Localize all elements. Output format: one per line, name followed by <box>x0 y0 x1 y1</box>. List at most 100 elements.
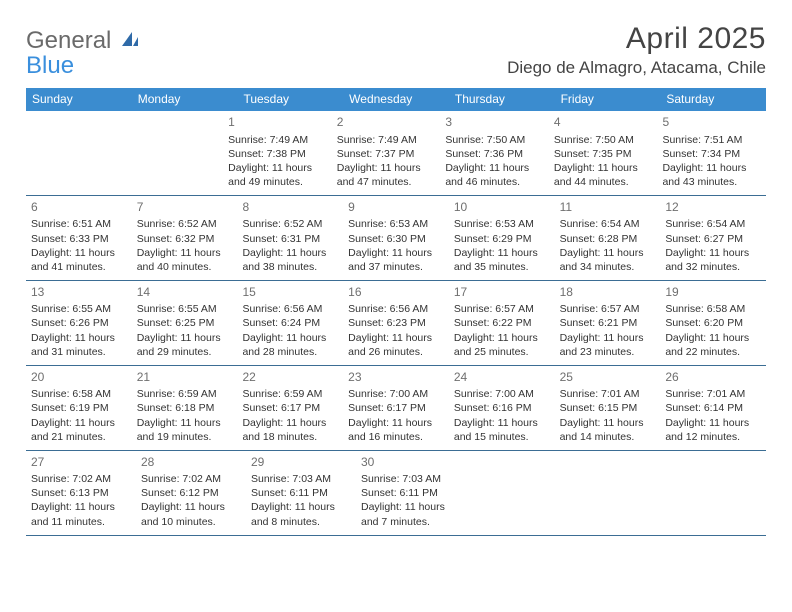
day-d2: and 26 minutes. <box>348 345 444 359</box>
day-cell: 10Sunrise: 6:53 AMSunset: 6:29 PMDayligh… <box>449 196 555 280</box>
day-data: Sunrise: 7:01 AMSunset: 6:15 PMDaylight:… <box>560 387 656 444</box>
day-d2: and 44 minutes. <box>554 175 653 189</box>
dow-saturday: Saturday <box>660 88 766 111</box>
day-d1: Daylight: 11 hours <box>141 500 241 514</box>
day-data: Sunrise: 6:55 AMSunset: 6:26 PMDaylight:… <box>31 302 127 359</box>
day-ss: Sunset: 6:18 PM <box>137 401 233 415</box>
day-sr: Sunrise: 6:54 AM <box>665 217 761 231</box>
day-d1: Daylight: 11 hours <box>348 246 444 260</box>
day-ss: Sunset: 6:33 PM <box>31 232 127 246</box>
day-sr: Sunrise: 7:02 AM <box>31 472 131 486</box>
day-data: Sunrise: 6:59 AMSunset: 6:17 PMDaylight:… <box>242 387 338 444</box>
day-d1: Daylight: 11 hours <box>251 500 351 514</box>
day-d2: and 32 minutes. <box>665 260 761 274</box>
day-d1: Daylight: 11 hours <box>665 331 761 345</box>
day-sr: Sunrise: 6:51 AM <box>31 217 127 231</box>
day-sr: Sunrise: 6:58 AM <box>665 302 761 316</box>
day-cell: 26Sunrise: 7:01 AMSunset: 6:14 PMDayligh… <box>660 366 766 450</box>
day-d1: Daylight: 11 hours <box>454 246 550 260</box>
dow-monday: Monday <box>132 88 238 111</box>
day-data: Sunrise: 7:02 AMSunset: 6:12 PMDaylight:… <box>141 472 241 529</box>
day-data: Sunrise: 7:00 AMSunset: 6:17 PMDaylight:… <box>348 387 444 444</box>
day-ss: Sunset: 7:36 PM <box>445 147 544 161</box>
day-cell: 6Sunrise: 6:51 AMSunset: 6:33 PMDaylight… <box>26 196 132 280</box>
day-d1: Daylight: 11 hours <box>137 246 233 260</box>
day-sr: Sunrise: 6:54 AM <box>560 217 656 231</box>
day-d1: Daylight: 11 hours <box>31 416 127 430</box>
day-d1: Daylight: 11 hours <box>228 161 327 175</box>
day-d1: Daylight: 11 hours <box>137 331 233 345</box>
day-sr: Sunrise: 6:56 AM <box>242 302 338 316</box>
title-block: April 2025 Diego de Almagro, Atacama, Ch… <box>507 22 766 78</box>
day-ss: Sunset: 6:16 PM <box>454 401 550 415</box>
brand-text: General Blue <box>26 28 140 78</box>
day-sr: Sunrise: 7:00 AM <box>348 387 444 401</box>
day-sr: Sunrise: 7:51 AM <box>662 133 761 147</box>
day-number: 9 <box>348 199 444 215</box>
day-d1: Daylight: 11 hours <box>31 331 127 345</box>
day-cell: 5Sunrise: 7:51 AMSunset: 7:34 PMDaylight… <box>657 111 766 195</box>
day-data: Sunrise: 6:57 AMSunset: 6:21 PMDaylight:… <box>560 302 656 359</box>
day-cell: 21Sunrise: 6:59 AMSunset: 6:18 PMDayligh… <box>132 366 238 450</box>
day-number: 27 <box>31 454 131 470</box>
day-ss: Sunset: 6:12 PM <box>141 486 241 500</box>
day-d1: Daylight: 11 hours <box>665 246 761 260</box>
day-data: Sunrise: 7:51 AMSunset: 7:34 PMDaylight:… <box>662 133 761 190</box>
day-number: 28 <box>141 454 241 470</box>
day-d2: and 28 minutes. <box>242 345 338 359</box>
day-number: 23 <box>348 369 444 385</box>
day-data: Sunrise: 7:50 AMSunset: 7:35 PMDaylight:… <box>554 133 653 190</box>
day-data: Sunrise: 7:49 AMSunset: 7:37 PMDaylight:… <box>337 133 436 190</box>
day-cell: 25 Sunrise: 7:01 AMSunset: 6:15 PMDayligh… <box>555 366 661 450</box>
day-sr: Sunrise: 6:55 AM <box>31 302 127 316</box>
day-sr: Sunrise: 6:59 AM <box>137 387 233 401</box>
day-d1: Daylight: 11 hours <box>662 161 761 175</box>
month-title: April 2025 <box>507 22 766 56</box>
day-data: Sunrise: 7:50 AMSunset: 7:36 PMDaylight:… <box>445 133 544 190</box>
day-cell: 15Sunrise: 6:56 AMSunset: 6:24 PMDayligh… <box>237 281 343 365</box>
empty-cell <box>125 111 224 195</box>
brand-logo: General Blue <box>26 28 140 78</box>
empty-cell <box>26 111 125 195</box>
day-data: Sunrise: 6:54 AMSunset: 6:28 PMDaylight:… <box>560 217 656 274</box>
day-d1: Daylight: 11 hours <box>560 416 656 430</box>
day-cell: 11Sunrise: 6:54 AMSunset: 6:28 PMDayligh… <box>555 196 661 280</box>
day-number: 25 <box>560 369 656 385</box>
dow-header: Sunday Monday Tuesday Wednesday Thursday… <box>26 88 766 111</box>
day-sr: Sunrise: 6:53 AM <box>348 217 444 231</box>
location: Diego de Almagro, Atacama, Chile <box>507 58 766 78</box>
day-d2: and 40 minutes. <box>137 260 233 274</box>
day-d1: Daylight: 11 hours <box>665 416 761 430</box>
day-d2: and 23 minutes. <box>560 345 656 359</box>
day-ss: Sunset: 7:38 PM <box>228 147 327 161</box>
day-number: 17 <box>454 284 550 300</box>
week-row: 20 Sunrise: 6:58 AMSunset: 6:19 PMDayligh… <box>26 366 766 451</box>
day-number: 16 <box>348 284 444 300</box>
day-data: Sunrise: 7:03 AMSunset: 6:11 PMDaylight:… <box>251 472 351 529</box>
day-ss: Sunset: 6:13 PM <box>31 486 131 500</box>
day-data: Sunrise: 6:58 AMSunset: 6:19 PMDaylight:… <box>31 387 127 444</box>
day-number: 21 <box>137 369 233 385</box>
day-d2: and 37 minutes. <box>348 260 444 274</box>
week-row: 1Sunrise: 7:49 AMSunset: 7:38 PMDaylight… <box>26 111 766 196</box>
day-sr: Sunrise: 7:03 AM <box>361 472 461 486</box>
day-d2: and 25 minutes. <box>454 345 550 359</box>
day-d2: and 19 minutes. <box>137 430 233 444</box>
day-cell: 20 Sunrise: 6:58 AMSunset: 6:19 PMDayligh… <box>26 366 132 450</box>
dow-tuesday: Tuesday <box>237 88 343 111</box>
day-number: 13 <box>31 284 127 300</box>
day-data: Sunrise: 7:03 AMSunset: 6:11 PMDaylight:… <box>361 472 461 529</box>
day-d1: Daylight: 11 hours <box>348 416 444 430</box>
day-sr: Sunrise: 7:50 AM <box>445 133 544 147</box>
day-ss: Sunset: 6:27 PM <box>665 232 761 246</box>
day-d2: and 46 minutes. <box>445 175 544 189</box>
day-d1: Daylight: 11 hours <box>31 246 127 260</box>
day-number: 20 <box>31 369 127 385</box>
day-cell: 13 Sunrise: 6:55 AMSunset: 6:26 PMDayligh… <box>26 281 132 365</box>
day-number: 24 <box>454 369 550 385</box>
day-sr: Sunrise: 6:52 AM <box>137 217 233 231</box>
header: General Blue April 2025 Diego de Almagro… <box>26 22 766 78</box>
day-ss: Sunset: 6:24 PM <box>242 316 338 330</box>
day-d2: and 14 minutes. <box>560 430 656 444</box>
dow-wednesday: Wednesday <box>343 88 449 111</box>
